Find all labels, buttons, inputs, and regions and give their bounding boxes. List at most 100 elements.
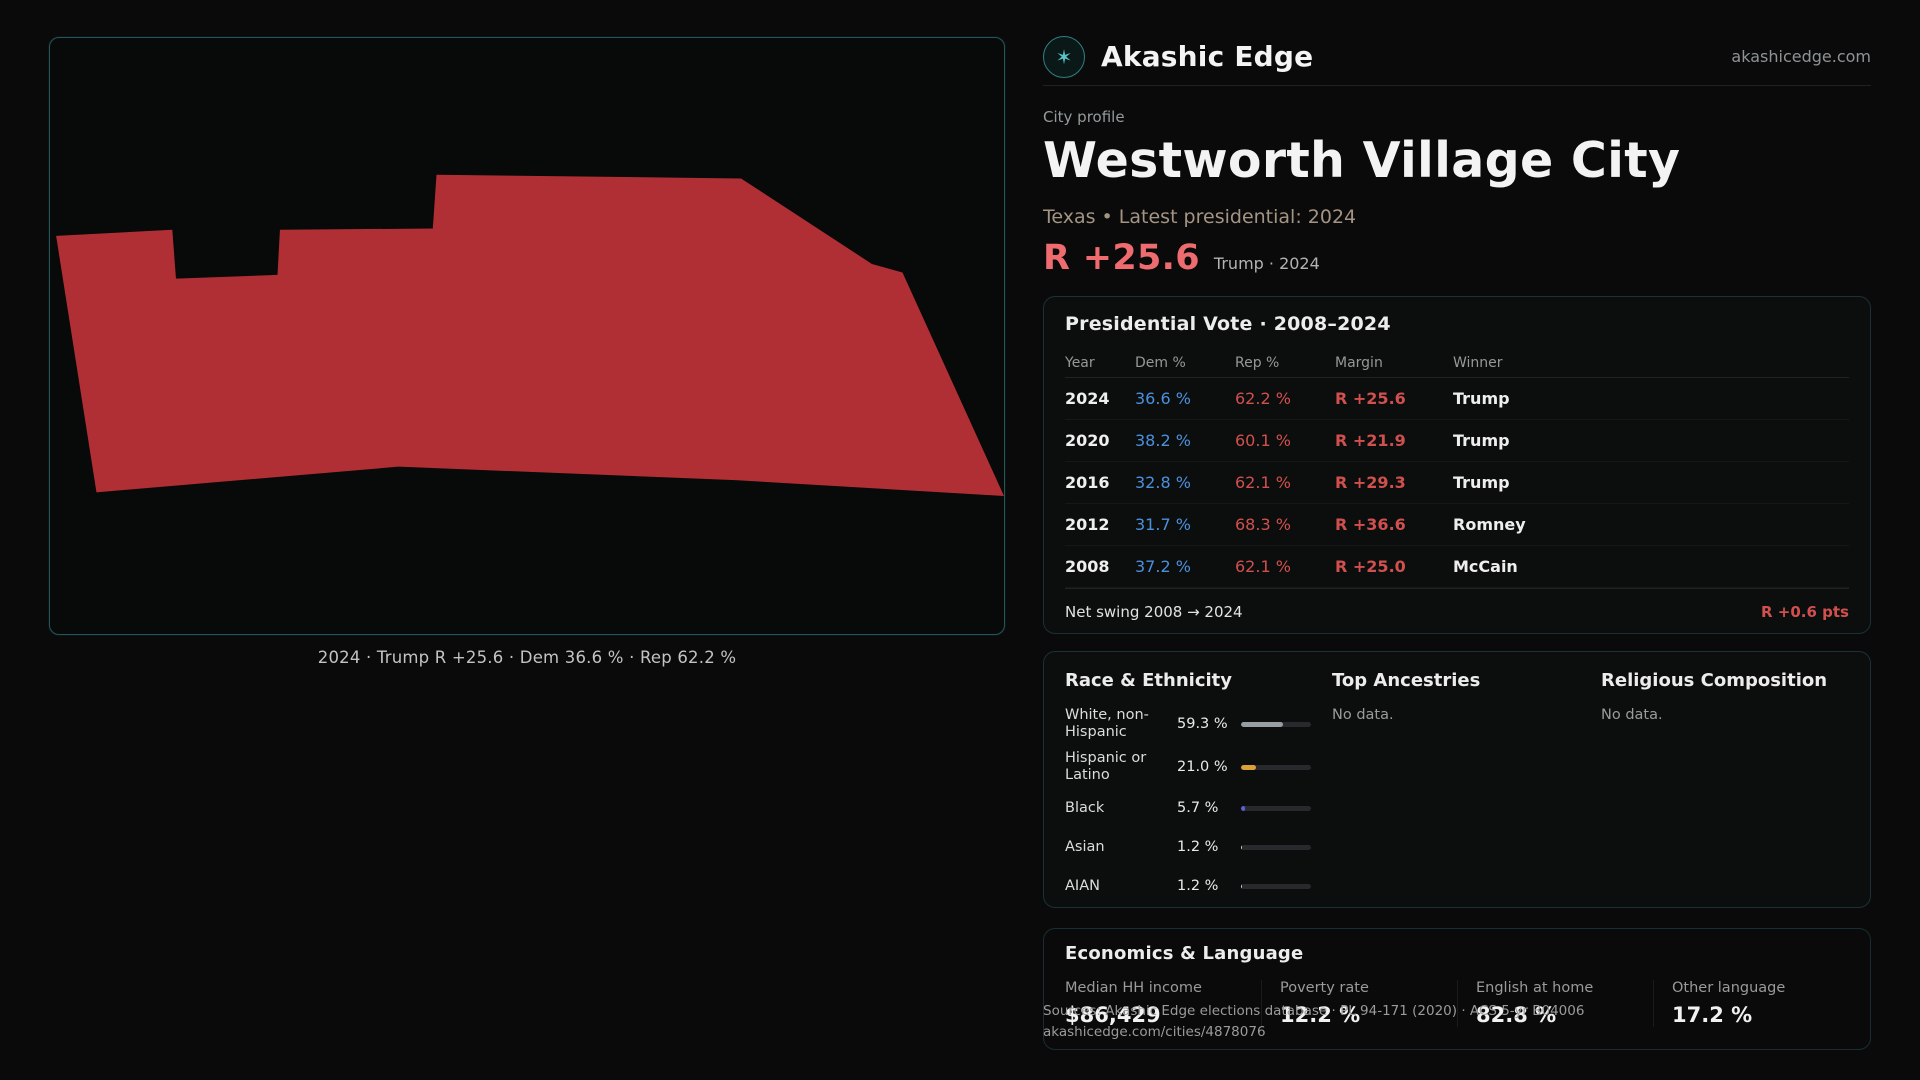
race-value: 1.2 % (1177, 878, 1219, 895)
race-label: Black (1065, 799, 1105, 816)
cell-winner: Trump (1453, 431, 1510, 450)
cell-margin: R +25.6 (1335, 389, 1406, 408)
cell-year: 2024 (1065, 389, 1110, 408)
net-swing-row: Net swing 2008 → 2024 R +0.6 pts (1065, 588, 1849, 634)
race-ethnicity-section: Race & Ethnicity White, non-Hispanic 59.… (1065, 670, 1332, 910)
header: ✶ Akashic Edge akashicedge.com (1043, 28, 1871, 86)
stat-value: 17.2 % (1672, 1003, 1753, 1027)
cell-winner: Trump (1453, 389, 1510, 408)
stat-other-language: Other language 17.2 % (1653, 980, 1849, 1027)
col-dem: Dem % (1135, 354, 1186, 371)
race-row: AIAN 1.2 % (1065, 871, 1332, 901)
race-bar-fill (1241, 721, 1283, 727)
race-bar-fill (1241, 844, 1242, 850)
page-title: Westworth Village City (1043, 132, 1681, 189)
race-bar (1241, 805, 1311, 811)
cell-margin: R +21.9 (1335, 431, 1406, 450)
cell-dem: 32.8 % (1135, 473, 1191, 492)
eyebrow-city-profile: City profile (1043, 108, 1125, 126)
stat-label: English at home (1476, 980, 1594, 996)
race-row: White, non-Hispanic 59.3 % (1065, 707, 1332, 741)
stat-label: Median HH income (1065, 980, 1202, 996)
cell-margin: R +29.3 (1335, 473, 1406, 492)
stat-value: 12.2 % (1280, 1003, 1361, 1027)
race-row: Black 5.7 % (1065, 793, 1332, 823)
cell-year: 2008 (1065, 557, 1110, 576)
table-row: 2024 36.6 % 62.2 % R +25.6 Trump (1065, 378, 1849, 420)
table-row: 2012 31.7 % 68.3 % R +36.6 Romney (1065, 504, 1849, 546)
religion-section-title: Religious Composition (1601, 670, 1828, 691)
cell-year: 2020 (1065, 431, 1110, 450)
race-row: Asian 1.2 % (1065, 832, 1332, 862)
table-row: 2016 32.8 % 62.1 % R +29.3 Trump (1065, 462, 1849, 504)
race-row: Hispanic or Latino 21.0 % (1065, 750, 1332, 784)
race-label: Hispanic or Latino (1065, 750, 1147, 784)
cell-winner: Romney (1453, 515, 1526, 534)
stat-value: $86,429 (1065, 1003, 1161, 1027)
table-row: 2008 37.2 % 62.1 % R +25.0 McCain (1065, 546, 1849, 588)
race-bar-fill (1241, 764, 1256, 770)
city-shape (56, 174, 1004, 496)
cell-winner: McCain (1453, 557, 1518, 576)
vote-panel-title: Presidential Vote · 2008–2024 (1065, 313, 1391, 335)
city-map (56, 174, 1004, 496)
presidential-vote-panel: Presidential Vote · 2008–2024 Year Dem %… (1043, 296, 1871, 634)
city-map-panel (49, 37, 1005, 635)
economics-title: Economics & Language (1065, 943, 1304, 964)
race-label: Asian (1065, 838, 1105, 855)
table-row: 2020 38.2 % 60.1 % R +21.9 Trump (1065, 420, 1849, 462)
race-bar (1241, 883, 1311, 889)
margin-caption: Trump · 2024 (1213, 254, 1320, 273)
economics-stats: Median HH income $86,429 Poverty rate 12… (1065, 980, 1849, 1027)
cell-rep: 62.1 % (1235, 473, 1291, 492)
demographics-panel: Race & Ethnicity White, non-Hispanic 59.… (1043, 651, 1871, 908)
stat-poverty-rate: Poverty rate 12.2 % (1261, 980, 1457, 1027)
cell-margin: R +25.0 (1335, 557, 1406, 576)
cell-dem: 38.2 % (1135, 431, 1191, 450)
cell-dem: 31.7 % (1135, 515, 1191, 534)
net-swing-value: R +0.6 pts (1761, 602, 1849, 621)
cell-dem: 37.2 % (1135, 557, 1191, 576)
cell-rep: 68.3 % (1235, 515, 1291, 534)
cell-year: 2012 (1065, 515, 1110, 534)
ancestries-section: Top Ancestries No data. (1332, 670, 1601, 910)
race-label: AIAN (1065, 877, 1100, 894)
race-label: White, non-Hispanic (1065, 707, 1149, 741)
stat-label: Poverty rate (1280, 980, 1369, 996)
cell-margin: R +36.6 (1335, 515, 1406, 534)
cell-dem: 36.6 % (1135, 389, 1191, 408)
race-section-title: Race & Ethnicity (1065, 670, 1232, 691)
brand-name: Akashic Edge (1101, 40, 1314, 73)
stat-median-income: Median HH income $86,429 (1065, 980, 1261, 1027)
race-value: 21.0 % (1177, 759, 1228, 776)
religion-no-data: No data. (1601, 707, 1663, 723)
race-bar (1241, 721, 1311, 727)
col-winner: Winner (1453, 354, 1503, 371)
stat-english-at-home: English at home 82.8 % (1457, 980, 1653, 1027)
cell-rep: 62.1 % (1235, 557, 1291, 576)
footer-permalink[interactable]: akashicedge.com/cities/4878076 (1043, 1024, 1266, 1040)
cell-winner: Trump (1453, 473, 1510, 492)
col-year: Year (1065, 354, 1095, 371)
margin-value: R +25.6 (1043, 238, 1200, 278)
race-value: 1.2 % (1177, 839, 1219, 856)
brand-logo-icon: ✶ (1043, 35, 1085, 78)
vote-table-header: Year Dem % Rep % Margin Winner (1065, 348, 1849, 378)
race-bar (1241, 764, 1311, 770)
religion-section: Religious Composition No data. (1601, 670, 1849, 910)
col-rep: Rep % (1235, 354, 1280, 371)
cell-rep: 60.1 % (1235, 431, 1291, 450)
col-margin: Margin (1335, 354, 1383, 371)
cell-year: 2016 (1065, 473, 1110, 492)
ancestries-no-data: No data. (1332, 707, 1394, 723)
race-value: 5.7 % (1177, 800, 1219, 817)
stat-label: Other language (1672, 980, 1786, 996)
ancestries-section-title: Top Ancestries (1332, 670, 1481, 691)
site-link[interactable]: akashicedge.com (1731, 47, 1871, 66)
net-swing-label: Net swing 2008 → 2024 (1065, 602, 1243, 621)
stat-value: 82.8 % (1476, 1003, 1557, 1027)
subtitle: Texas • Latest presidential: 2024 (1043, 206, 1357, 228)
race-bar-fill (1241, 883, 1242, 889)
economics-panel: Economics & Language Median HH income $8… (1043, 928, 1871, 1050)
